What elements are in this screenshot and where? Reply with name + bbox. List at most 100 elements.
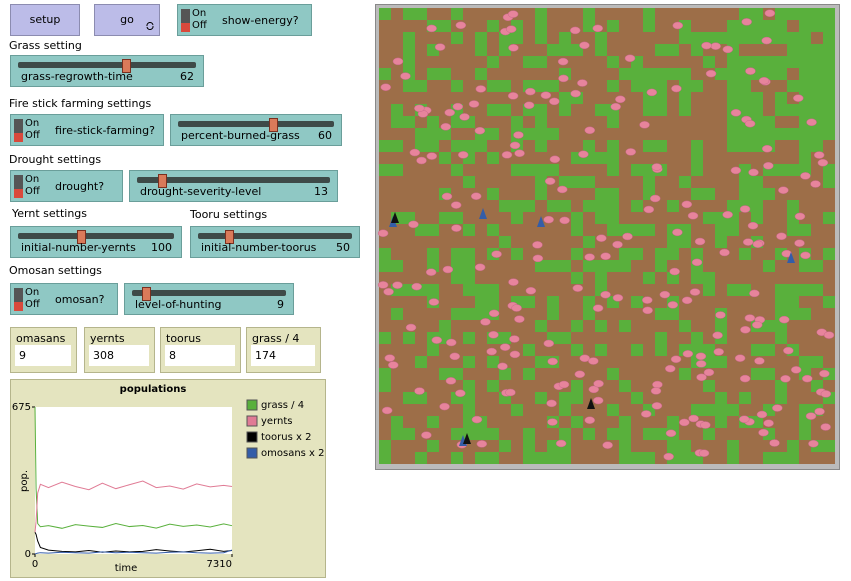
patch (583, 272, 595, 284)
patch (667, 56, 679, 68)
patch (391, 236, 403, 248)
patch (511, 440, 523, 452)
patch (655, 116, 667, 128)
patch (607, 224, 619, 236)
patch (439, 236, 451, 248)
patch (751, 8, 763, 20)
patch (763, 152, 775, 164)
patch (751, 332, 763, 344)
slider[interactable]: level-of-hunting 9 (124, 283, 294, 315)
yernt (730, 166, 742, 175)
go-button[interactable]: go (94, 4, 160, 36)
patch (715, 80, 727, 92)
slider[interactable]: grass-regrowth-time 62 (10, 55, 204, 87)
patch (655, 32, 667, 44)
patch (643, 20, 655, 32)
patch (799, 284, 811, 296)
slider-thumb (158, 174, 168, 188)
yernt (694, 237, 706, 246)
patch (463, 392, 475, 404)
patch (751, 176, 763, 188)
patch (787, 188, 799, 200)
patch (427, 380, 439, 392)
patch (763, 272, 775, 284)
setup-button[interactable]: setup (10, 4, 80, 36)
patch (535, 272, 547, 284)
switch-off-label: Off (192, 20, 207, 31)
patch (559, 404, 571, 416)
patch (715, 176, 727, 188)
switch[interactable]: On Off fire-stick-farming? (10, 114, 164, 146)
patch (775, 284, 787, 296)
patch (823, 344, 835, 356)
patch (823, 308, 835, 320)
slider[interactable]: initial-number-yernts 100 (10, 226, 182, 258)
patch (679, 248, 691, 260)
patch (631, 128, 643, 140)
yernt (695, 352, 707, 361)
patch (703, 248, 715, 260)
switch[interactable]: On Off omosan? (10, 283, 118, 315)
patch (751, 248, 763, 260)
patch (487, 440, 499, 452)
patch (631, 368, 643, 380)
patch (511, 200, 523, 212)
yernt (813, 151, 825, 159)
patch (463, 368, 475, 380)
patch (559, 224, 571, 236)
patch (523, 452, 535, 464)
patch (583, 164, 595, 176)
patch (703, 404, 715, 416)
patch (715, 368, 727, 380)
patch (643, 320, 655, 332)
monitor-value: 308 (89, 345, 149, 366)
patch (571, 104, 583, 116)
patch (775, 128, 787, 140)
patch (823, 224, 835, 236)
slider[interactable]: initial-number-toorus 50 (190, 226, 360, 258)
patch (535, 152, 547, 164)
patch (655, 320, 667, 332)
agent (463, 433, 471, 444)
patch (511, 380, 523, 392)
patch (799, 32, 811, 44)
patch (523, 356, 535, 368)
yernt (532, 241, 543, 249)
patch (427, 164, 439, 176)
patch (607, 140, 619, 152)
patch (499, 368, 511, 380)
patch (451, 368, 463, 380)
slider[interactable]: percent-burned-grass 60 (170, 114, 342, 146)
patch (667, 416, 679, 428)
patch (655, 248, 667, 260)
yernt (509, 141, 521, 150)
patch (679, 8, 691, 20)
yernt (501, 151, 513, 159)
slider-thumb (77, 230, 87, 244)
patch (427, 236, 439, 248)
switch-label: omosan? (55, 293, 105, 306)
patch (655, 392, 667, 404)
patch (427, 392, 439, 404)
slider[interactable]: drought-severity-level 13 (129, 170, 338, 202)
slider-label: grass-regrowth-time (21, 70, 133, 83)
patch (391, 188, 403, 200)
patch (559, 200, 571, 212)
switch[interactable]: On Off show-energy? (177, 4, 312, 36)
patch (823, 404, 835, 416)
yernt (544, 177, 556, 185)
patch (559, 296, 571, 308)
patch (379, 68, 391, 80)
patch (655, 212, 667, 224)
yernt (758, 77, 770, 85)
patch (595, 320, 607, 332)
switch[interactable]: On Off drought? (10, 170, 123, 202)
patch (499, 272, 511, 284)
patch (523, 176, 535, 188)
agent (479, 208, 487, 219)
yernt (584, 416, 595, 424)
patch (823, 440, 835, 452)
patch (727, 308, 739, 320)
patch (739, 80, 751, 92)
patch (475, 404, 487, 416)
